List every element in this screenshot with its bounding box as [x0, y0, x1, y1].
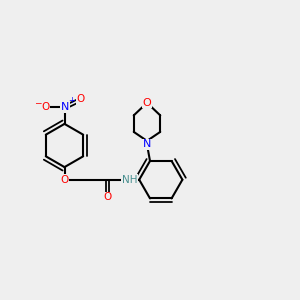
Text: O: O — [60, 175, 69, 185]
Text: O: O — [142, 98, 152, 108]
Text: N: N — [61, 102, 69, 112]
Text: −: − — [34, 98, 41, 107]
Text: O: O — [76, 94, 85, 104]
Text: O: O — [103, 192, 112, 202]
Text: NH: NH — [122, 175, 137, 185]
Text: O: O — [41, 102, 50, 112]
Text: N: N — [143, 140, 151, 149]
Text: +: + — [68, 96, 74, 105]
